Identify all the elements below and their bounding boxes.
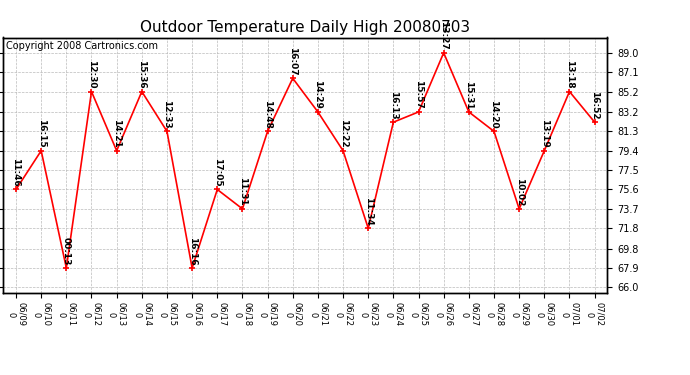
Text: 11:34: 11:34 xyxy=(364,197,373,225)
Text: 16:13: 16:13 xyxy=(389,91,398,119)
Text: 14:48: 14:48 xyxy=(263,100,272,129)
Text: 11:46: 11:46 xyxy=(12,158,21,187)
Text: 10:02: 10:02 xyxy=(515,178,524,206)
Text: 11:31: 11:31 xyxy=(238,177,247,206)
Text: 14:20: 14:20 xyxy=(489,100,498,129)
Text: 13:19: 13:19 xyxy=(540,119,549,148)
Text: 15:31: 15:31 xyxy=(464,81,473,109)
Text: 17:05: 17:05 xyxy=(213,158,221,187)
Text: 16:15: 16:15 xyxy=(37,119,46,148)
Text: Copyright 2008 Cartronics.com: Copyright 2008 Cartronics.com xyxy=(6,41,159,51)
Text: 16:16: 16:16 xyxy=(188,237,197,265)
Text: 12:30: 12:30 xyxy=(87,60,96,89)
Text: 14:21: 14:21 xyxy=(112,119,121,148)
Title: Outdoor Temperature Daily High 20080703: Outdoor Temperature Daily High 20080703 xyxy=(140,20,471,35)
Text: 13:18: 13:18 xyxy=(565,60,574,89)
Text: 13:27: 13:27 xyxy=(439,21,449,50)
Text: 16:52: 16:52 xyxy=(590,91,599,119)
Text: 14:29: 14:29 xyxy=(313,80,322,109)
Text: 12:22: 12:22 xyxy=(339,119,348,148)
Text: 12:33: 12:33 xyxy=(162,100,172,129)
Text: 00:13: 00:13 xyxy=(62,237,71,265)
Text: 16:07: 16:07 xyxy=(288,47,297,75)
Text: 15:36: 15:36 xyxy=(137,60,146,89)
Text: 15:57: 15:57 xyxy=(414,80,423,109)
